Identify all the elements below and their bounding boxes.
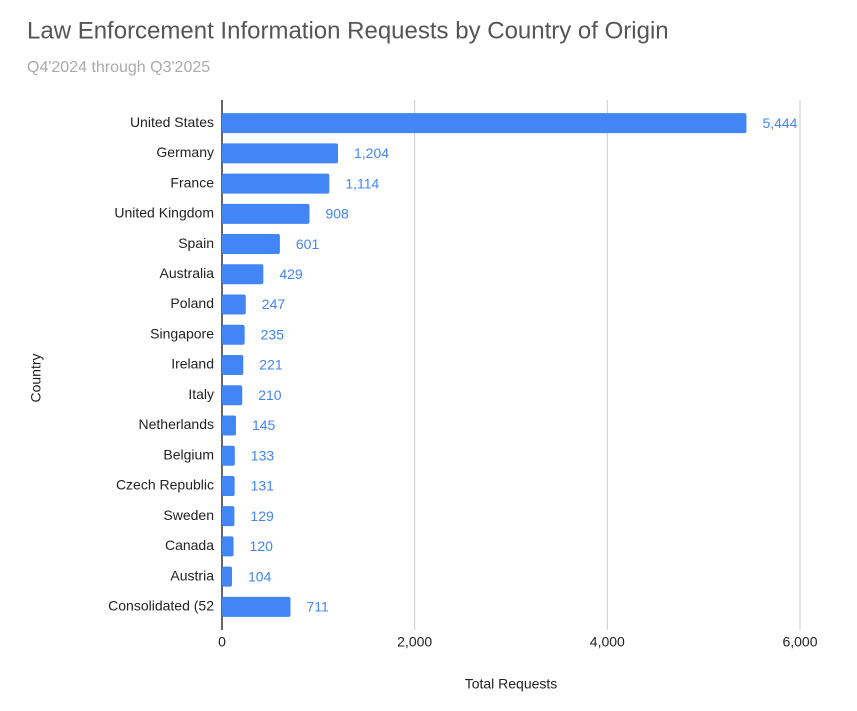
y-tick-label: Sweden	[163, 507, 214, 523]
bar	[222, 536, 234, 557]
x-tick-label: 4,000	[590, 634, 625, 650]
bar	[222, 113, 747, 134]
value-label: 247	[262, 296, 286, 312]
value-label: 104	[248, 568, 272, 584]
value-label: 1,114	[345, 175, 379, 191]
value-label: 601	[296, 236, 320, 252]
y-tick-label: Ireland	[171, 356, 214, 372]
value-label: 429	[279, 266, 303, 282]
value-label: 235	[261, 326, 285, 342]
value-label: 5,444	[762, 115, 797, 131]
y-tick-label: Czech Republic	[116, 477, 214, 493]
y-tick-label: Germany	[156, 144, 214, 160]
y-tick-label: Singapore	[150, 325, 214, 341]
bar	[222, 385, 243, 406]
chart-title: Law Enforcement Information Requests by …	[27, 17, 669, 44]
bar	[222, 506, 235, 527]
y-tick-label: France	[170, 174, 214, 190]
value-label: 131	[251, 478, 275, 494]
y-tick-label: Austria	[170, 567, 214, 583]
y-tick-label: Australia	[160, 265, 215, 281]
bar	[222, 415, 236, 436]
x-tick-label: 6,000	[782, 634, 817, 650]
bar	[222, 234, 280, 255]
y-tick-label: Canada	[165, 537, 214, 553]
value-label: 120	[250, 538, 274, 554]
bar	[222, 173, 330, 194]
bar	[222, 445, 235, 466]
bar	[222, 203, 310, 224]
y-tick-label: Belgium	[163, 446, 214, 462]
value-label: 908	[325, 206, 349, 222]
y-tick-label: United States	[130, 114, 214, 130]
value-label: 210	[258, 387, 282, 403]
y-tick-label: United Kingdom	[114, 205, 214, 221]
x-axis-title: Total Requests	[465, 676, 558, 692]
bar	[222, 143, 338, 164]
value-label: 221	[259, 357, 283, 373]
y-tick-label: Italy	[188, 386, 214, 402]
bar	[222, 324, 245, 345]
value-label: 711	[306, 599, 329, 615]
x-tick-label: 0	[218, 634, 226, 650]
y-tick-label: Netherlands	[139, 416, 215, 432]
chart-subtitle: Q4'2024 through Q3'2025	[27, 59, 210, 76]
y-tick-label: Poland	[170, 295, 214, 311]
x-tick-label: 2,000	[397, 634, 432, 650]
bar	[222, 596, 291, 617]
bar	[222, 294, 246, 315]
value-label: 145	[252, 417, 276, 433]
value-label: 129	[250, 508, 274, 524]
y-tick-label: Consolidated (52	[108, 598, 214, 614]
bar	[222, 264, 264, 285]
y-tick-label: Spain	[178, 235, 214, 251]
bar	[222, 355, 244, 375]
value-label: 1,204	[354, 145, 389, 161]
value-label: 133	[251, 447, 275, 463]
bar	[222, 566, 233, 587]
bar	[222, 475, 235, 496]
y-axis-title: Country	[28, 353, 44, 402]
